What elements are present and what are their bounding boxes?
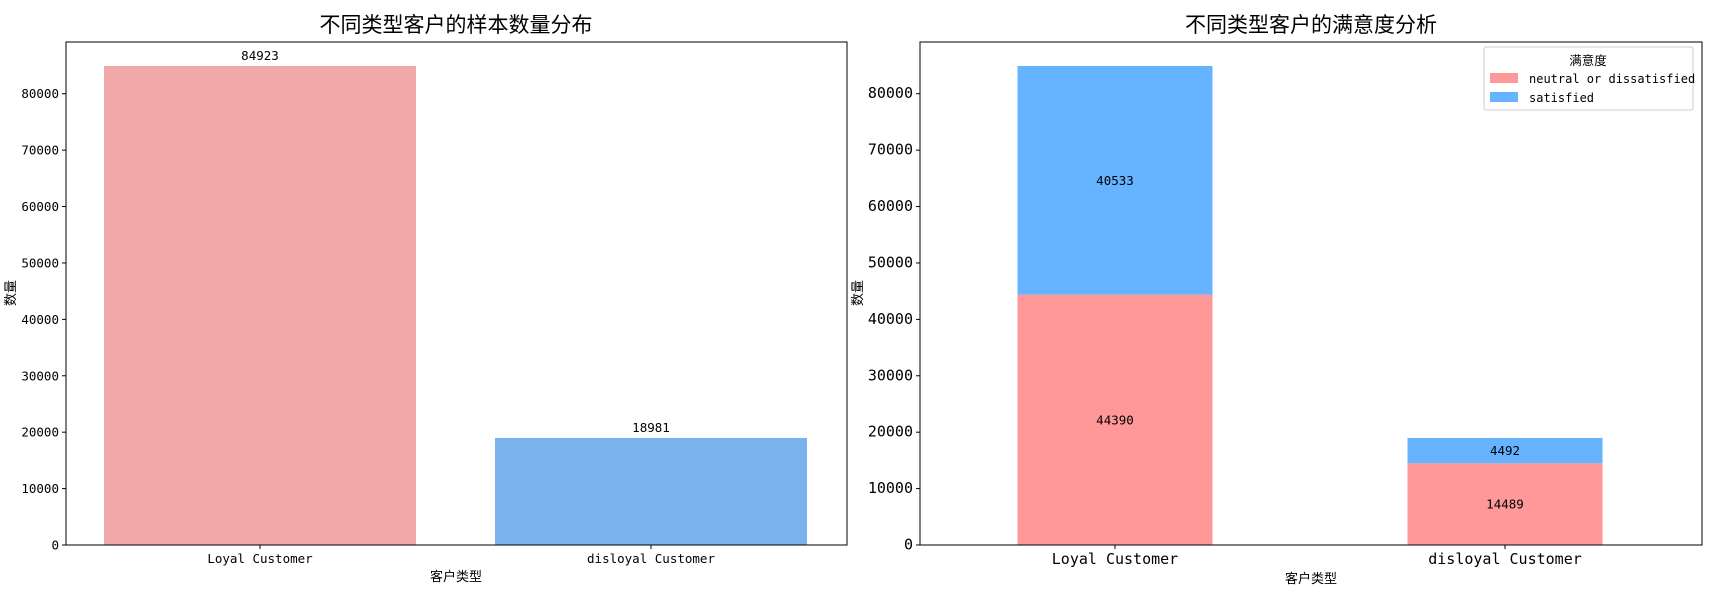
bar: [104, 65, 416, 546]
data-label-group: 84923 18981: [241, 48, 670, 435]
legend: 满意度 neutral or dissatisfied satisfied: [1483, 46, 1695, 111]
stacked-bar-segment: [1407, 463, 1603, 545]
segment-data-label: 14489: [1486, 497, 1524, 512]
plot-frame: [919, 41, 1703, 546]
y-tick-label: 60000: [21, 199, 59, 214]
x-tick-label: Loyal Customer: [1052, 550, 1178, 568]
x-axis-label: 客户类型: [430, 569, 482, 585]
stacked-bar-segment: [1017, 65, 1213, 295]
x-axis-ticks: Loyal Customer disloyal Customer: [207, 545, 715, 566]
y-axis-ticks: 0 10000 20000 30000 40000 50000 60000 70000 8000…: [21, 86, 66, 553]
y-tick-label: 60000: [868, 197, 913, 215]
x-axis-label: 客户类型: [1285, 571, 1337, 587]
y-tick-label: 50000: [21, 255, 59, 270]
legend-box: [1483, 46, 1694, 111]
y-tick-label: 10000: [868, 479, 913, 497]
y-tick-label: 40000: [21, 312, 59, 327]
y-tick-label: 70000: [21, 143, 59, 158]
stacked-bar-segment: [1407, 437, 1603, 464]
segment-data-label: 40533: [1096, 173, 1134, 188]
y-tick-label: 40000: [868, 310, 913, 328]
chart-title: 不同类型客户的样本数量分布: [320, 13, 593, 37]
bar-data-label: 18981: [632, 420, 670, 435]
x-tick-label: disloyal Customer: [1428, 550, 1582, 568]
y-tick-label: 20000: [21, 425, 59, 440]
chart-sample-count: 不同类型客户的样本数量分布 84923 18981 0 10000 20000 3000…: [4, 13, 848, 585]
y-tick-label: 20000: [868, 423, 913, 441]
x-tick-label: Loyal Customer: [207, 551, 313, 566]
legend-swatch-neutral: [1490, 73, 1518, 83]
segment-data-label: 4492: [1490, 443, 1520, 458]
y-axis-label: 数量: [851, 280, 866, 306]
stacked-bar-segment: [1017, 294, 1213, 545]
y-tick-label: 30000: [21, 368, 59, 383]
y-tick-label: 50000: [868, 253, 913, 271]
chart-title: 不同类型客户的满意度分析: [1185, 13, 1437, 37]
legend-label-satisfied: satisfied: [1529, 91, 1594, 105]
y-tick-label: 0: [904, 536, 913, 554]
bar-group: [1017, 65, 1603, 545]
plot-frame: [65, 41, 848, 546]
legend-title: 满意度: [1569, 53, 1607, 68]
legend-label-neutral: neutral or dissatisfied: [1529, 72, 1695, 86]
y-tick-label: 10000: [21, 481, 59, 496]
bar: [495, 437, 807, 545]
chart-satisfaction: 不同类型客户的满意度分析 44390 40533 14489 4492 0 10000 2…: [851, 13, 1703, 587]
y-axis-ticks: 0 10000 20000 30000 40000 50000 60000 70000 8000…: [868, 84, 920, 554]
x-tick-label: disloyal Customer: [587, 551, 715, 566]
y-tick-label: 70000: [868, 141, 913, 159]
y-tick-label: 30000: [868, 366, 913, 384]
y-tick-label: 0: [51, 538, 59, 553]
y-axis-label: 数量: [4, 280, 19, 306]
data-label-group: 44390 40533 14489 4492: [1096, 173, 1524, 512]
bar-group: [104, 65, 807, 546]
bar-data-label: 84923: [241, 48, 279, 63]
x-axis-ticks: Loyal Customer disloyal Customer: [1052, 545, 1582, 568]
y-tick-label: 80000: [21, 86, 59, 101]
segment-data-label: 44390: [1096, 412, 1134, 427]
legend-swatch-satisfied: [1490, 92, 1518, 102]
y-tick-label: 80000: [868, 84, 913, 102]
